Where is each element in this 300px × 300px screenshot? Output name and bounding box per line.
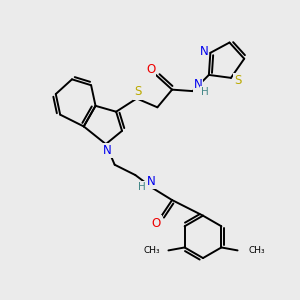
Text: S: S [234, 74, 241, 87]
Text: O: O [151, 217, 160, 230]
Text: H: H [201, 87, 209, 97]
Text: CH₃: CH₃ [249, 246, 266, 255]
Text: N: N [200, 45, 208, 58]
Text: O: O [146, 63, 155, 76]
Text: N: N [103, 144, 112, 157]
Text: S: S [134, 85, 142, 98]
Text: H: H [138, 182, 146, 192]
Text: CH₃: CH₃ [144, 246, 160, 255]
Text: N: N [147, 175, 156, 188]
Text: N: N [194, 78, 202, 91]
